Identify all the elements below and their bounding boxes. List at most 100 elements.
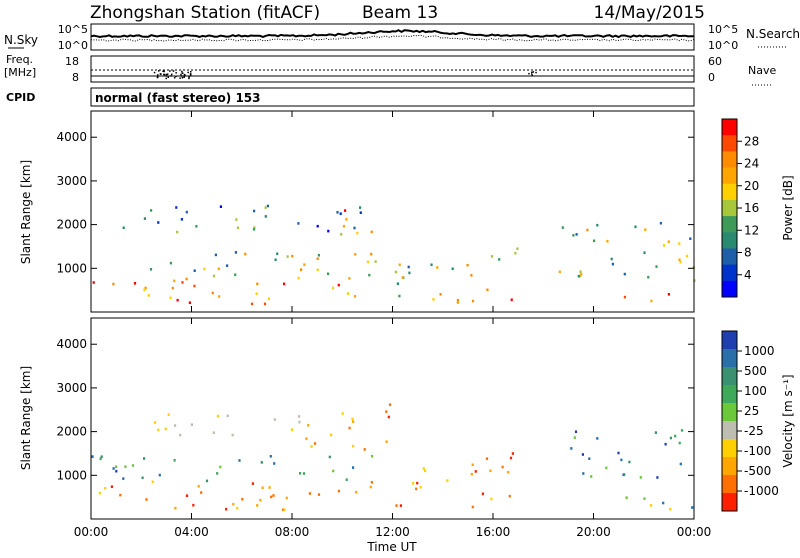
range-cell	[226, 264, 229, 267]
range-cell	[283, 508, 286, 512]
colorbar-tick-label: 20	[744, 179, 759, 193]
range-cell	[270, 495, 273, 499]
range-cell	[297, 276, 300, 280]
range-cell	[678, 242, 681, 245]
range-cell	[188, 301, 191, 304]
range-cell	[369, 485, 372, 489]
x-tick-label: 00:00	[74, 525, 109, 539]
range-cell	[446, 479, 449, 482]
range-cell	[634, 225, 637, 229]
freq-point	[165, 73, 168, 76]
freq-point	[184, 74, 186, 76]
colorbar-swatch	[722, 167, 737, 185]
range-cell	[298, 420, 301, 424]
freq-point	[535, 71, 537, 74]
colorbar-swatch	[722, 183, 737, 201]
range-cell	[328, 455, 331, 459]
freq-point	[159, 73, 162, 75]
range-cell	[662, 501, 665, 505]
noise-left-tick-bottom: 10^0	[58, 39, 88, 52]
station-title: Zhongshan Station (fitACF)	[90, 3, 320, 23]
range-cell	[167, 413, 170, 416]
range-cell	[305, 437, 308, 440]
range-cell	[507, 470, 510, 474]
freq-point	[531, 71, 533, 73]
power-colorbar-label: Power [dB]	[781, 175, 795, 240]
range-cell	[253, 209, 256, 213]
range-cell	[331, 286, 335, 290]
time-axis: 00:00 04:00 08:00 12:00 16:00 20:00 00:00	[74, 111, 711, 539]
range-cell	[264, 206, 267, 209]
range-cell	[678, 441, 681, 445]
colorbar-tick-label: 8	[744, 246, 752, 260]
range-cell	[250, 302, 254, 306]
y-tick-label: 3000	[56, 381, 87, 395]
range-cell	[356, 231, 359, 235]
range-cell	[330, 433, 333, 437]
range-cell	[251, 482, 254, 485]
range-cell	[669, 436, 672, 440]
freq-point	[183, 76, 185, 78]
range-cell	[255, 292, 258, 295]
range-cell	[359, 206, 362, 209]
range-cell	[669, 507, 672, 511]
range-cell	[650, 504, 653, 507]
range-cell	[176, 230, 179, 234]
range-cell	[352, 420, 355, 423]
freq-point	[157, 76, 159, 79]
range-cell	[226, 414, 229, 418]
range-cell	[180, 218, 183, 221]
range-cell	[225, 507, 228, 511]
range-cell	[193, 284, 196, 288]
range-cell	[355, 490, 358, 494]
range-cell	[273, 462, 276, 465]
range-cell	[143, 217, 146, 220]
colorbar-swatch	[722, 216, 737, 233]
range-cell	[205, 479, 209, 483]
range-cell	[285, 496, 288, 500]
range-cell	[212, 274, 216, 278]
range-cell	[260, 461, 263, 464]
range-cell	[412, 482, 415, 485]
range-cell	[419, 485, 422, 489]
range-cell	[92, 281, 95, 284]
range-cell	[399, 504, 402, 507]
range-cell	[596, 437, 599, 440]
range-cell	[680, 429, 684, 432]
range-cell	[171, 286, 174, 290]
range-cell	[185, 494, 189, 497]
noise-left-tick-top: 10^5	[58, 23, 88, 36]
range-cell	[401, 276, 404, 279]
range-cell	[368, 273, 371, 277]
range-cell	[231, 433, 234, 437]
range-cell	[145, 498, 148, 501]
range-cell	[501, 465, 504, 469]
range-cell	[238, 459, 241, 462]
range-cell	[283, 282, 286, 286]
range-cell	[424, 469, 427, 473]
colorbar-tick-label: 500	[744, 364, 767, 378]
range-cell	[317, 253, 320, 257]
range-cell	[268, 486, 271, 489]
colorbar-swatch	[722, 248, 737, 266]
range-cell	[511, 452, 514, 455]
range-cell	[154, 421, 157, 424]
range-cell	[474, 470, 477, 473]
range-cell	[689, 237, 692, 240]
power-colorbar-frame	[721, 118, 738, 298]
range-cell	[175, 206, 178, 209]
range-cell	[122, 226, 125, 230]
range-cell	[313, 442, 317, 445]
beam-label: Beam 13	[362, 3, 438, 23]
colorbar-swatch	[722, 493, 737, 512]
range-cell	[147, 294, 150, 297]
colorbar-tick-label: -100	[744, 444, 771, 458]
range-cell	[516, 247, 519, 250]
range-cell	[656, 476, 659, 479]
range-cell	[302, 472, 306, 475]
colorbar-swatch	[722, 135, 737, 152]
velocity-y-axis: 1000 2000 3000 4000	[56, 337, 694, 482]
date-label: 14/May/2015	[594, 3, 706, 23]
range-cell	[115, 469, 118, 473]
range-cell	[327, 229, 330, 233]
